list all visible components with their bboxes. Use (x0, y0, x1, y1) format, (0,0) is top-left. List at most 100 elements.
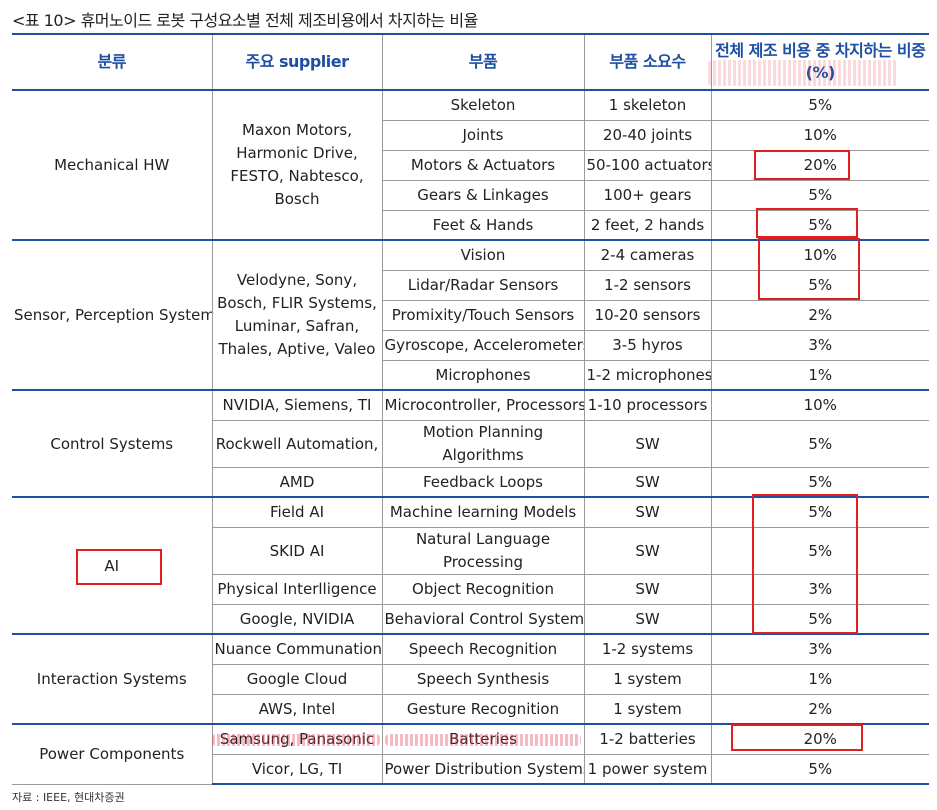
part-cell: Gears & Linkages (382, 179, 585, 211)
part-cell: Microphones (382, 359, 585, 391)
table-row: Gyroscope, Accelerometers 3-5 hyros 3% (12, 329, 929, 361)
quantity-cell: 1 system (583, 693, 712, 725)
quantity-cell: 100+ gears (583, 179, 712, 211)
quantity-cell: 1 power system (583, 753, 712, 785)
share-cell: 3% (710, 633, 929, 665)
table-title: <표 10> 휴머노이드 로봇 구성요소별 전체 제조비용에서 차지하는 비율 (12, 11, 478, 30)
part-cell: Motors & Actuators (382, 149, 585, 181)
table-row: Power Components Samsung, Panasonic Batt… (12, 723, 929, 785)
part-cell: Skeleton (381, 89, 585, 121)
part-cell: Motion Planning Algorithms (381, 419, 585, 468)
share-cell: 5% (710, 269, 929, 301)
supplier-cell: Google Cloud (212, 663, 383, 695)
table-row: Sensor, Perception Systems Velodyne, Son… (12, 239, 929, 391)
share-cell: 1% (710, 663, 929, 695)
supplier-cell: Velodyne, Sony, Bosch, FLIR Systems, Lum… (211, 239, 383, 391)
part-cell: Feedback Loops (381, 466, 585, 498)
share-cell: 5% (710, 496, 929, 528)
share-cell: 10% (710, 389, 929, 421)
supplier-cell: Field AI (211, 496, 383, 528)
header-quantity: 부품 소요수 (583, 33, 712, 91)
part-cell: Speech Recognition (381, 633, 585, 665)
quantity-cell: 3-5 hyros (583, 329, 712, 361)
share-cell: 5% (710, 89, 929, 121)
table-row: Google Cloud Speech Synthesis 1 system 1… (12, 663, 929, 695)
table-row: Joints 20-40 joints 10% (12, 119, 929, 151)
quantity-cell: SW (583, 603, 712, 635)
part-cell: Lidar/Radar Sensors (382, 269, 585, 301)
supplier-cell: Nuance Communation (211, 633, 383, 665)
supplier-cell: AWS, Intel (212, 693, 383, 725)
share-cell: 20% (710, 149, 929, 181)
supplier-cell: Physical Interlligence (212, 573, 383, 605)
table-row: Motors & Actuators 50-100 actuators 20% (12, 149, 929, 181)
share-cell: 20% (710, 723, 929, 755)
part-cell: Gesture Recognition (381, 693, 585, 725)
table-row: Rockwell Automation, Motion Planning Alg… (12, 419, 929, 468)
part-cell: Power Distribution Systems (381, 753, 585, 785)
quantity-cell: SW (583, 496, 712, 528)
quantity-cell: 1 skeleton (583, 89, 712, 121)
quantity-cell: 2-4 cameras (583, 239, 712, 271)
table-row: Vicor, LG, TI Power Distribution Systems… (12, 753, 929, 785)
quantity-cell: 2 feet, 2 hands (583, 209, 712, 241)
category-cell: Interaction Systems (12, 633, 213, 725)
share-cell: 1% (710, 359, 929, 391)
part-cell: Speech Synthesis (381, 663, 585, 695)
component-cost-table: 분류 주요 supplier 부품 부품 소요수 전체 제조 비용 중 차지하는… (12, 33, 929, 785)
supplier-cell: NVIDIA, Siemens, TI (211, 389, 383, 421)
share-cell: 10% (710, 239, 929, 271)
share-cell: 5% (710, 419, 929, 468)
share-cell: 5% (710, 753, 929, 785)
header-supplier: 주요 supplier (211, 33, 383, 91)
quantity-cell: SW (583, 419, 712, 468)
share-cell: 5% (710, 526, 929, 575)
supplier-cell: Vicor, LG, TI (212, 753, 383, 785)
table-row: AWS, Intel Gesture Recognition 1 system … (12, 693, 929, 725)
supplier-cell: Google, NVIDIA (212, 603, 383, 635)
supplier-cell: Rockwell Automation, (212, 419, 383, 468)
header-part: 부품 (381, 33, 585, 91)
share-cell: 5% (710, 603, 929, 635)
table-row: Mechanical HW Maxon Motors, Harmonic Dri… (12, 89, 929, 241)
category-cell: Sensor, Perception Systems (12, 239, 213, 391)
supplier-cell: AMD (212, 466, 383, 498)
table-row: AI Field AI Machine learning Models SW 5… (12, 496, 929, 635)
quantity-cell: 1-2 sensors (583, 269, 712, 301)
table-row: SKID AI Natural Language Processing SW 5… (12, 526, 929, 575)
header-category: 분류 (12, 33, 213, 91)
quantity-cell: SW (583, 466, 712, 498)
quantity-cell: 1-10 processors (583, 389, 712, 421)
part-cell: Behavioral Control Systems (381, 603, 585, 635)
quantity-cell: 1-2 batteries (583, 723, 712, 755)
share-cell: 2% (710, 693, 929, 725)
quantity-cell: 20-40 joints (583, 119, 712, 151)
part-cell: Batteries (381, 723, 585, 755)
category-cell: Control Systems (12, 389, 213, 498)
share-cell: 5% (710, 209, 929, 241)
part-cell: Joints (382, 119, 585, 151)
table-row: AMD Feedback Loops SW 5% (12, 466, 929, 498)
quantity-cell: 1 system (583, 663, 712, 695)
quantity-cell: SW (583, 573, 712, 605)
part-cell: Vision (381, 239, 585, 271)
table-row: Interaction Systems Nuance Communation S… (12, 633, 929, 725)
part-cell: Machine learning Models (381, 496, 585, 528)
part-cell: Feet & Hands (382, 209, 585, 241)
table-row: Microphones 1-2 microphones 1% (12, 359, 929, 391)
table-row: Control Systems NVIDIA, Siemens, TI Micr… (12, 389, 929, 498)
quantity-cell: SW (583, 526, 712, 575)
category-cell: Mechanical HW (12, 89, 213, 241)
quantity-cell: 1-2 systems (583, 633, 712, 665)
supplier-cell: Maxon Motors, Harmonic Drive, FESTO, Nab… (211, 89, 383, 241)
part-cell: Microcontroller, Processors (381, 389, 585, 421)
category-cell: AI (12, 496, 213, 635)
quantity-cell: 10-20 sensors (583, 299, 712, 331)
part-cell: Natural Language Processing (381, 526, 585, 575)
table-row: Feet & Hands 2 feet, 2 hands 5% (12, 209, 929, 241)
quantity-cell: 50-100 actuators (583, 149, 712, 181)
share-cell: 3% (710, 329, 929, 361)
share-cell: 10% (710, 119, 929, 151)
share-cell: 2% (710, 299, 929, 331)
share-cell: 3% (710, 573, 929, 605)
